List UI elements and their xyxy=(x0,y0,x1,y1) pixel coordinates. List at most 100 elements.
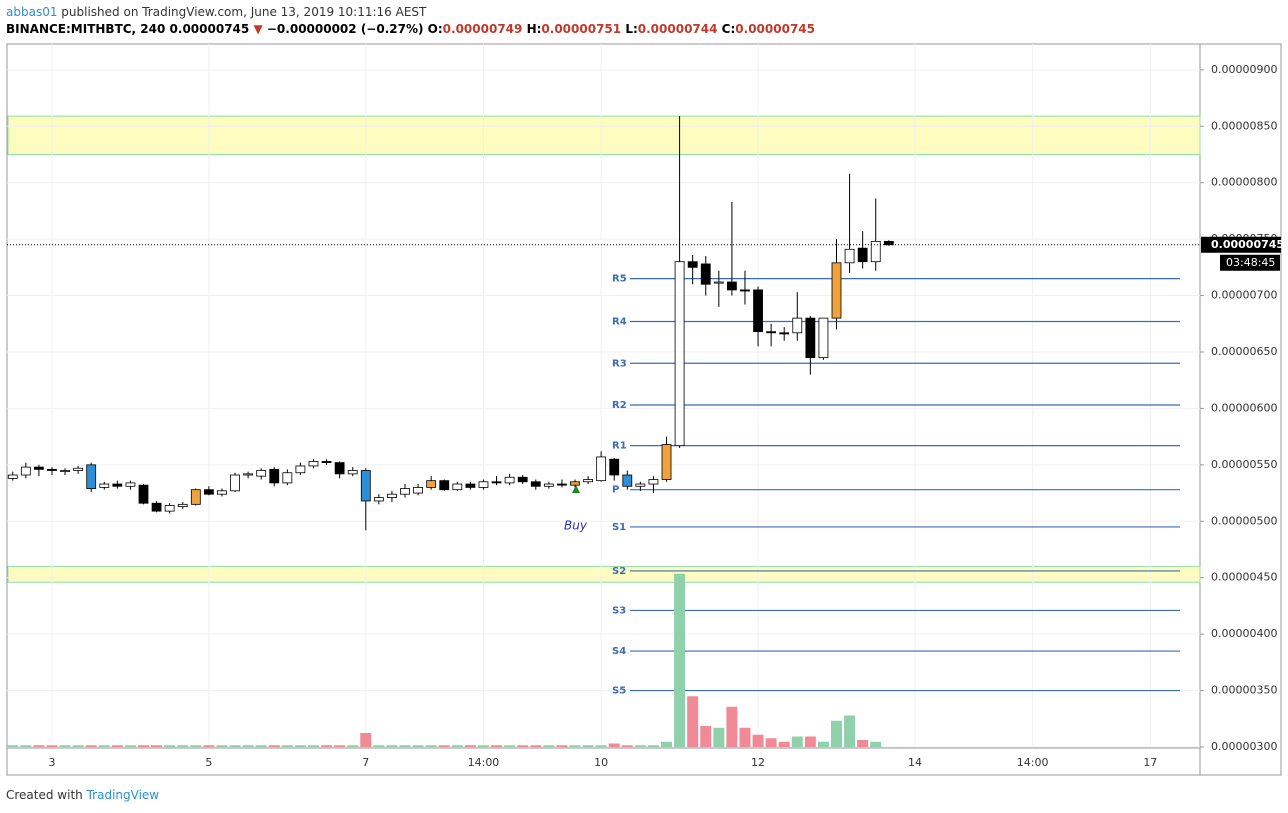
volume-bar xyxy=(399,745,411,747)
candle-body xyxy=(60,470,70,473)
volume-bar xyxy=(608,743,620,747)
volume-bar xyxy=(464,745,476,747)
volume-bar xyxy=(294,745,306,747)
volume-bar xyxy=(556,745,568,747)
candle-body xyxy=(530,481,541,487)
candle-body xyxy=(452,483,463,491)
volume-bar xyxy=(857,740,869,747)
volume-bar xyxy=(451,745,463,747)
volume-bar xyxy=(334,745,346,747)
volume-bar xyxy=(177,745,189,747)
pivot-label: R2 xyxy=(612,400,627,411)
volume-bar xyxy=(870,741,882,747)
candle-body xyxy=(86,464,97,489)
volume-bar xyxy=(739,727,751,747)
buy-label: Buy xyxy=(564,519,588,533)
candle-body xyxy=(478,481,489,488)
pivot-label: S3 xyxy=(612,605,626,616)
candle-body xyxy=(818,317,829,359)
candle-body xyxy=(439,480,450,491)
volume-bar xyxy=(151,745,163,747)
volume-bar xyxy=(713,727,725,747)
volume-bar xyxy=(59,745,71,747)
pivot-label: S2 xyxy=(612,566,626,577)
volume-bar xyxy=(7,745,19,747)
y-tick-label: 0.00000700 xyxy=(1211,289,1277,302)
candle-body xyxy=(373,497,384,502)
candle-body xyxy=(125,482,136,487)
frame xyxy=(6,43,1282,776)
high: 0.00000751 xyxy=(541,22,622,36)
volume-bar xyxy=(268,745,280,747)
candle-body xyxy=(583,479,593,483)
volume-bar xyxy=(85,745,97,747)
y-tick-label: 0.00000550 xyxy=(1211,458,1277,471)
y-tick-label: 0.00000800 xyxy=(1211,176,1277,189)
candle-body xyxy=(648,479,659,485)
candle-body xyxy=(517,476,528,483)
volume-bar xyxy=(386,745,398,747)
candle-body xyxy=(661,444,672,480)
candle-body xyxy=(203,489,214,495)
volume-bar xyxy=(412,745,424,747)
volume-bar xyxy=(307,745,319,747)
candle-body xyxy=(596,456,607,482)
candle-body xyxy=(99,483,110,488)
candle-body xyxy=(465,483,476,488)
x-tick-label: 12 xyxy=(751,756,765,769)
volume-bar xyxy=(765,738,777,747)
candle-body xyxy=(73,467,84,471)
user[interactable]: abbas01 xyxy=(6,5,58,19)
volume-bar xyxy=(831,720,843,747)
candle-body xyxy=(400,488,410,495)
candle-body xyxy=(164,505,175,512)
volume-bar xyxy=(582,745,594,747)
volume-bar xyxy=(164,745,176,747)
label: O: xyxy=(427,22,443,36)
volume-bar xyxy=(491,745,503,747)
y-tick-label: 0.00000500 xyxy=(1211,514,1277,527)
close: 0.00000745 xyxy=(735,22,815,36)
volume-bar xyxy=(425,745,437,747)
x-tick-label: 17 xyxy=(1143,756,1157,769)
candle-body xyxy=(609,458,620,476)
pivot-label: R5 xyxy=(612,274,627,285)
candle-body xyxy=(282,472,293,484)
ohlc-line: BINANCE:MITHBTC, 240 0.00000745 ▼ −0.000… xyxy=(6,22,815,36)
y-tick-label: 0.00000300 xyxy=(1211,740,1277,753)
candle-body xyxy=(687,261,698,268)
volume-bar xyxy=(726,706,738,747)
brand[interactable]: TradingView xyxy=(86,788,160,802)
change: −0.00000002 (−0.27%) xyxy=(266,22,424,36)
candle-body xyxy=(47,468,57,471)
volume-bar xyxy=(674,573,686,747)
candle-body xyxy=(805,317,816,359)
candle-body xyxy=(674,261,685,447)
volume-bar xyxy=(373,745,385,747)
candle-body xyxy=(857,247,868,263)
volume-bar xyxy=(124,745,136,747)
candle-body xyxy=(727,281,737,291)
volume-bar xyxy=(634,745,646,747)
candle-body xyxy=(334,462,345,475)
candle-body xyxy=(256,470,267,477)
y-tick-label: 0.00000450 xyxy=(1211,571,1277,584)
publish-line: abbas01 published on TradingView.com, Ju… xyxy=(6,5,426,19)
volume-bar xyxy=(477,745,489,747)
open: 0.00000749 xyxy=(442,22,523,36)
volume-bar xyxy=(543,745,555,747)
zone xyxy=(7,565,1201,583)
volume-bar xyxy=(321,745,333,747)
footer: Created with TradingView xyxy=(6,788,159,802)
pivot-label: P xyxy=(612,485,619,496)
candle-body xyxy=(543,483,554,487)
candle-body xyxy=(713,281,724,284)
buy-marker xyxy=(572,485,580,493)
candle-body xyxy=(491,481,502,484)
candle-body xyxy=(766,331,777,334)
candle-body xyxy=(217,490,227,495)
volume-bar xyxy=(111,745,123,747)
pivot-label: R3 xyxy=(612,358,627,369)
volume-bar xyxy=(817,741,829,747)
created: Created with xyxy=(6,788,83,802)
